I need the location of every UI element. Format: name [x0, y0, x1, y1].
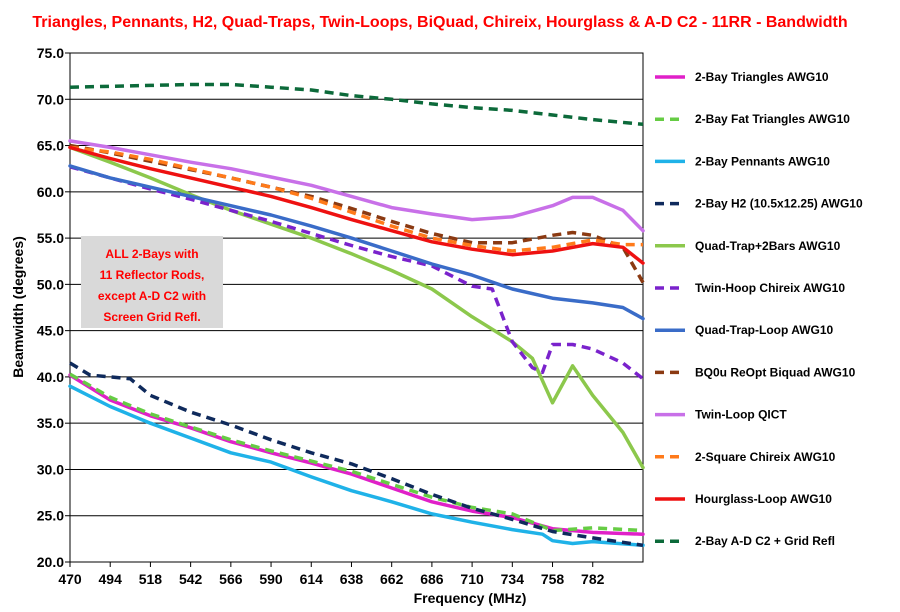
- legend-label: 2-Bay Fat Triangles AWG10: [695, 112, 850, 126]
- x-tick-label: 494: [99, 571, 123, 587]
- x-tick-label: 614: [300, 571, 324, 587]
- legend: 2-Bay Triangles AWG10 2-Bay Fat Triangles…: [655, 70, 863, 548]
- annotation-background: [81, 236, 223, 328]
- x-tick-label: 662: [380, 571, 404, 587]
- y-tick-label: 35.0: [37, 415, 64, 431]
- legend-label: Twin-Hoop Chireix AWG10: [695, 281, 845, 295]
- series-line-1: [68, 373, 645, 536]
- x-tick-label: 590: [259, 571, 283, 587]
- y-tick-label: 40.0: [37, 369, 64, 385]
- x-tick-label: 566: [219, 571, 243, 587]
- annotation-line-1: ALL 2-Bays with: [105, 247, 198, 261]
- plot-area-frame: [69, 52, 644, 563]
- x-tick-label: 470: [58, 571, 82, 587]
- annotation-line-4: Screen Grid Refl.: [103, 310, 200, 324]
- legend-label: 2-Bay A-D C2 + Grid Refl: [695, 534, 835, 548]
- series-line-5: [68, 145, 645, 470]
- series-line-10: [69, 145, 643, 253]
- series-line-4: [69, 361, 644, 548]
- series-line-6: [69, 165, 645, 381]
- x-tick-label: 782: [581, 571, 605, 587]
- legend-label: 2-Bay Triangles AWG10: [695, 70, 829, 84]
- annotation-line-3: except A-D C2 with: [98, 289, 206, 303]
- y-tick-label: 70.0: [37, 91, 64, 107]
- y-tick-label: 20.0: [37, 554, 64, 570]
- legend-label: 2-Bay Pennants AWG10: [695, 154, 830, 168]
- legend-label: Quad-Trap-Loop AWG10: [695, 323, 834, 337]
- legend-label: Twin-Loop QICT: [695, 408, 787, 422]
- y-tick-label: 25.0: [37, 508, 64, 524]
- y-tick-label: 30.0: [37, 461, 64, 477]
- y-tick-label: 65.0: [37, 138, 64, 154]
- x-tick-label: 710: [460, 571, 484, 587]
- legend-label: 2-Square Chireix AWG10: [695, 450, 836, 464]
- legend-label: 2-Bay H2 (10.5x12.25) AWG10: [695, 197, 863, 211]
- y-axis-tick-labels: 20.0 25.0 30.0 35.0 40.0 45.0 50.0 55.0 60.0 65.0…: [37, 45, 64, 570]
- y-tick-label: 45.0: [37, 323, 64, 339]
- series-line-12: [69, 82, 644, 127]
- legend-label: Hourglass-Loop AWG10: [695, 492, 832, 506]
- y-tick-label: 55.0: [37, 230, 64, 246]
- series-line-3: [68, 384, 645, 548]
- annotation-line-2: 11 Reflector Rods,: [100, 268, 205, 282]
- x-axis-title: Frequency (MHz): [414, 590, 527, 606]
- series-line-7: [68, 164, 645, 321]
- chart-title: Triangles, Pennants, H2, Quad-Traps, Twi…: [32, 14, 847, 31]
- x-tick-label: 734: [501, 571, 525, 587]
- legend-label: Quad-Trap+2Bars AWG10: [695, 239, 841, 253]
- x-axis-tick-labels: 470 494 518 542 566 590 614 638 662 686 710 734 758 7…: [58, 571, 604, 587]
- annotation-box: ALL 2-Bays with 11 Reflector Rods, excep…: [81, 236, 223, 328]
- y-tick-label: 60.0: [37, 184, 64, 200]
- y-axis-title: Beamwidth (degrees): [10, 236, 26, 378]
- series-line-9: [68, 139, 645, 233]
- y-tick-label: 75.0: [37, 45, 64, 61]
- y-tick-label: 50.0: [37, 276, 64, 292]
- x-tick-label: 542: [179, 571, 203, 587]
- x-tick-label: 518: [139, 571, 163, 587]
- x-tick-label: 758: [541, 571, 565, 587]
- legend-label: BQ0u ReOpt Biquad AWG10: [695, 365, 856, 379]
- x-tick-label: 686: [420, 571, 444, 587]
- series-line-11: [68, 145, 645, 265]
- series-lines: [68, 82, 645, 548]
- x-tick-label: 638: [340, 571, 364, 587]
